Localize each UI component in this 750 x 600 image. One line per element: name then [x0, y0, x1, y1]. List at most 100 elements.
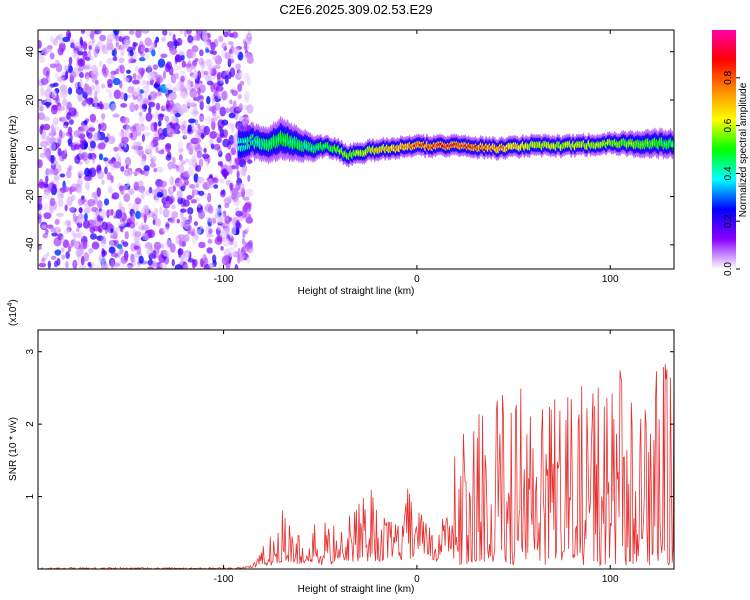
- noise-blob: [162, 250, 171, 257]
- noise-blob: [187, 226, 191, 235]
- noise-blob: [77, 66, 84, 72]
- noise-blob: [146, 64, 153, 74]
- noise-blob: [231, 225, 237, 235]
- noise-blob: [60, 192, 65, 199]
- noise-blob: [228, 217, 233, 222]
- noise-blob: [52, 126, 61, 131]
- noise-blob: [211, 105, 217, 114]
- noise-blob: [171, 156, 176, 165]
- noise-blob: [203, 70, 209, 76]
- noise-blob: [204, 58, 213, 67]
- noise-blob: [235, 219, 241, 229]
- noise-blob: [66, 196, 73, 206]
- noise-blob: [113, 161, 122, 169]
- noise-blob: [68, 186, 77, 193]
- noise-blob: [112, 56, 118, 62]
- noise-blob: [174, 264, 183, 269]
- noise-blob: [169, 243, 176, 253]
- noise-blob: [58, 198, 64, 208]
- noise-blob: [111, 192, 120, 200]
- noise-blob: [122, 241, 129, 247]
- noise-blob: [176, 190, 183, 200]
- noise-blob: [75, 86, 84, 95]
- noise-blob: [237, 93, 242, 100]
- noise-blob: [97, 30, 103, 35]
- noise-blob: [138, 150, 145, 158]
- noise-blob: [199, 257, 204, 268]
- noise-blob: [132, 170, 140, 176]
- noise-blob: [50, 104, 58, 115]
- noise-blob: [137, 145, 144, 150]
- x-tick-label: 0: [414, 574, 420, 585]
- noise-blob: [72, 53, 80, 59]
- noise-blob: [178, 163, 185, 174]
- noise-blob: [173, 63, 179, 71]
- noise-blob: [106, 57, 114, 65]
- colorbar-ticks: 0.0 0.2 0.4 0.6 0.8: [723, 70, 740, 276]
- noise-blob: [109, 31, 115, 42]
- noise-blob: [198, 209, 205, 220]
- noise-blob: [188, 158, 195, 166]
- noise-blob: [237, 83, 243, 92]
- noise-blob: [183, 128, 187, 139]
- noise-blob: [166, 95, 171, 101]
- noise-blob: [137, 180, 144, 187]
- noise-blob: [38, 40, 42, 49]
- noise-blob: [143, 131, 152, 137]
- noise-blob: [42, 123, 51, 131]
- noise-blob: [132, 79, 140, 85]
- noise-blob: [84, 63, 92, 71]
- noise-blob: [229, 182, 233, 191]
- noise-blob: [66, 101, 72, 110]
- noise-blob: [189, 88, 198, 99]
- noise-blob: [110, 227, 114, 233]
- noise-blob: [193, 189, 200, 196]
- colorbar-tick-label: 0.0: [723, 262, 734, 276]
- noise-blob: [122, 117, 130, 124]
- noise-blob: [68, 206, 76, 212]
- noise-blob: [233, 47, 240, 56]
- noise-blob: [231, 193, 239, 203]
- noise-blob: [227, 41, 234, 46]
- noise-blob: [245, 226, 250, 234]
- noise-blob: [219, 133, 225, 139]
- noise-blob: [45, 175, 49, 183]
- noise-blob: [167, 161, 174, 170]
- noise-blob: [56, 136, 63, 146]
- noise-blob: [218, 178, 225, 184]
- noise-blob: [165, 238, 172, 249]
- noise-blob: [89, 233, 97, 240]
- noise-blob: [245, 33, 253, 44]
- noise-blob: [233, 134, 238, 144]
- noise-blob: [72, 259, 78, 269]
- noise-blob: [123, 169, 130, 177]
- noise-blob: [192, 60, 198, 67]
- noise-blob: [205, 116, 212, 125]
- noise-blob: [62, 98, 68, 107]
- noise-blob: [133, 245, 140, 250]
- noise-blob: [224, 254, 229, 262]
- noise-blob: [222, 138, 230, 148]
- noise-blob: [65, 30, 72, 40]
- noise-blob: [196, 94, 204, 103]
- noise-blob: [67, 87, 73, 95]
- noise-blob: [112, 77, 121, 86]
- snr-multiplier-close: ): [8, 299, 19, 302]
- noise-blob: [43, 212, 52, 220]
- noise-blob: [124, 156, 132, 167]
- noise-blob: [139, 212, 145, 218]
- snr-series-line: [38, 364, 674, 569]
- noise-blob: [206, 80, 214, 86]
- noise-blob: [179, 30, 184, 35]
- noise-blob: [77, 170, 85, 177]
- noise-blob: [183, 30, 188, 38]
- noise-blob: [141, 224, 150, 231]
- noise-blob: [201, 30, 208, 41]
- noise-blob: [140, 158, 147, 167]
- noise-blob: [227, 30, 232, 36]
- noise-blob: [65, 251, 70, 259]
- heatmap-ticks: -100 0 100 -40 -20 0 20 40: [25, 30, 674, 285]
- noise-blob: [46, 103, 50, 109]
- noise-blob: [97, 225, 102, 232]
- noise-blob: [185, 63, 192, 68]
